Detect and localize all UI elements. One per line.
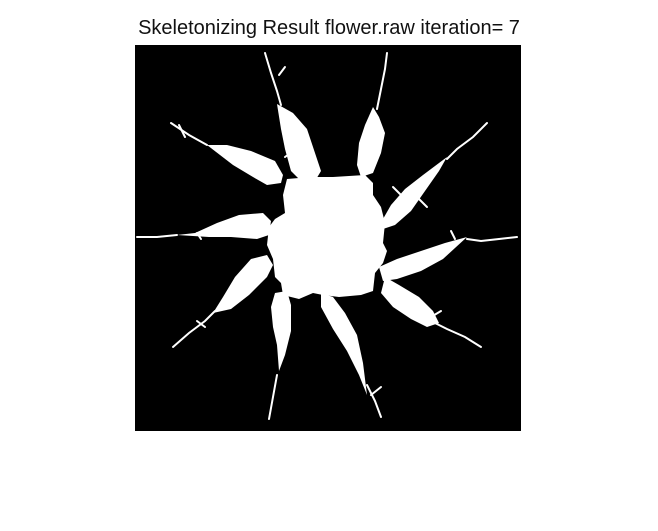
petal-right-upper	[383, 157, 447, 229]
petal-top	[357, 107, 385, 177]
petal-bottom-left	[271, 291, 291, 371]
petal-right	[379, 237, 467, 281]
petal-bottom-right	[321, 293, 367, 395]
petal-right-lower	[381, 277, 439, 327]
petal-left-upper	[207, 145, 283, 185]
skeleton-image	[135, 45, 521, 431]
petal-left-lower	[213, 255, 273, 313]
petal-top-left	[277, 104, 321, 181]
skeleton-image-panel	[135, 45, 521, 431]
flower-center	[267, 175, 387, 299]
petal-left	[177, 213, 271, 239]
skeleton-lines	[136, 52, 518, 420]
figure-title: Skeletonizing Result flower.raw iteratio…	[138, 17, 520, 39]
